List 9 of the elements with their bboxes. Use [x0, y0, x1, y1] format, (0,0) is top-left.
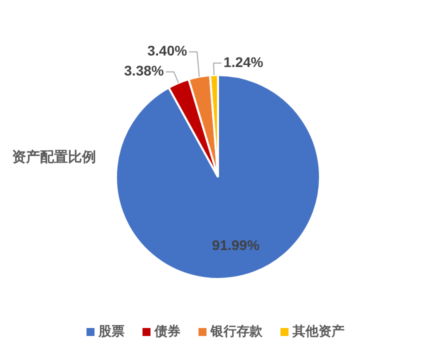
- data-label: 3.38%: [124, 62, 164, 79]
- text: 资产配置比例: [12, 148, 96, 165]
- legend-label: 银行存款: [210, 323, 264, 338]
- data-label: 1.24%: [224, 54, 264, 70]
- data-label: 3.40%: [147, 42, 188, 59]
- legend-label: 股票: [98, 323, 124, 338]
- data-label: 91.99%: [212, 236, 260, 253]
- legend-label: 其他资产: [292, 323, 344, 338]
- legend-label: 债券: [154, 323, 180, 338]
